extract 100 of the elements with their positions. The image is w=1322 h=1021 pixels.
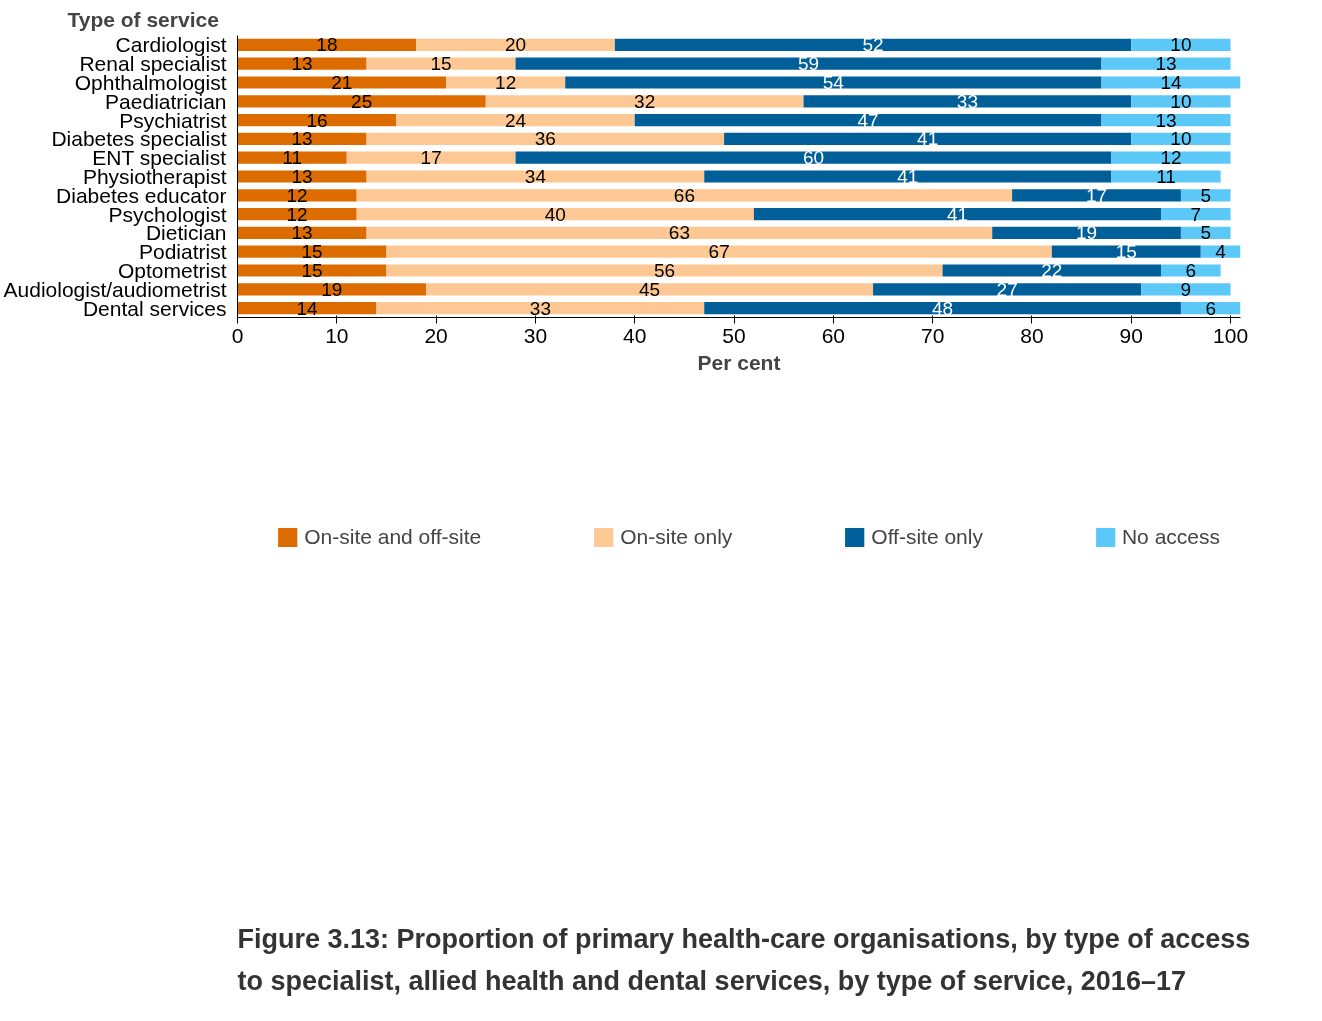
x-tick-label: 50 bbox=[722, 323, 746, 347]
x-tick-label: 100 bbox=[1213, 323, 1249, 347]
legend-label: On-site and off-site bbox=[304, 525, 482, 549]
data-label: 25 bbox=[351, 90, 373, 112]
data-label: 17 bbox=[420, 147, 442, 169]
data-label: 5 bbox=[1200, 184, 1212, 206]
data-label: 36 bbox=[534, 128, 556, 150]
bar bbox=[446, 76, 566, 89]
bar bbox=[803, 95, 1132, 108]
bar bbox=[426, 283, 874, 296]
data-label: 15 bbox=[430, 53, 452, 75]
data-label: 17 bbox=[1085, 184, 1108, 206]
bar bbox=[237, 301, 377, 315]
bar bbox=[942, 264, 1162, 277]
data-label: 40 bbox=[544, 203, 566, 225]
bar bbox=[237, 189, 357, 202]
data-label: 6 bbox=[1205, 297, 1216, 319]
data-label: 66 bbox=[673, 184, 695, 206]
bar bbox=[614, 38, 1132, 52]
x-tick-label: 0 bbox=[231, 323, 244, 347]
data-label: 12 bbox=[1160, 147, 1182, 169]
bar bbox=[1111, 170, 1221, 183]
bar bbox=[992, 226, 1181, 240]
data-label: 13 bbox=[291, 53, 313, 75]
bar bbox=[1141, 283, 1231, 296]
data-label: 12 bbox=[286, 203, 308, 225]
bar bbox=[515, 151, 1112, 164]
x-tick-label: 70 bbox=[920, 323, 945, 347]
data-label: 15 bbox=[301, 241, 323, 263]
bar bbox=[237, 170, 367, 183]
data-label: 33 bbox=[529, 297, 551, 319]
bar bbox=[1161, 264, 1221, 277]
bar bbox=[237, 132, 367, 146]
text: Figure 3.13: Proportion of primary health-care organisations, by type of access to specialist, allied health and dental services, by type of service, 2016–17 bbox=[237, 923, 1251, 996]
bar bbox=[515, 57, 1102, 70]
data-label: 33 bbox=[956, 90, 978, 112]
legend-label: On-site only bbox=[620, 525, 733, 549]
y-tick-label: Psychiatrist bbox=[119, 108, 227, 132]
data-label: 10 bbox=[1170, 34, 1192, 56]
data-label: 12 bbox=[286, 184, 308, 206]
y-axis-title: Type of service bbox=[67, 7, 219, 31]
data-label: 54 bbox=[822, 72, 845, 93]
bar bbox=[356, 207, 754, 221]
data-label: 12 bbox=[495, 72, 517, 93]
data-label: 41 bbox=[946, 203, 969, 225]
bar bbox=[386, 245, 1052, 258]
data-label: 34 bbox=[524, 166, 547, 187]
x-tick-label: 20 bbox=[424, 323, 448, 347]
y-tick-label: Podiatrist bbox=[138, 240, 227, 264]
data-label: 52 bbox=[862, 34, 884, 56]
bar bbox=[366, 226, 993, 240]
bar bbox=[1111, 151, 1231, 164]
bar bbox=[1101, 57, 1231, 70]
legend-label: Off-site only bbox=[871, 525, 983, 549]
bar bbox=[565, 76, 1102, 89]
bar bbox=[346, 151, 516, 164]
bar bbox=[1131, 95, 1231, 108]
data-label: 10 bbox=[1170, 90, 1192, 112]
data-label: 16 bbox=[306, 109, 328, 131]
data-label: 14 bbox=[1160, 72, 1182, 93]
bar bbox=[485, 95, 804, 108]
bar bbox=[704, 301, 1181, 315]
bar bbox=[237, 38, 417, 52]
bar bbox=[237, 57, 367, 70]
bar bbox=[386, 264, 943, 277]
data-label: 13 bbox=[291, 128, 313, 150]
data-label: 11 bbox=[1156, 166, 1176, 187]
x-tick-label: 80 bbox=[1020, 323, 1044, 347]
data-label: 14 bbox=[296, 297, 319, 319]
bar bbox=[237, 113, 397, 127]
bar bbox=[366, 132, 725, 146]
bar bbox=[356, 189, 1013, 202]
data-label: 13 bbox=[1155, 53, 1177, 75]
bar bbox=[237, 245, 387, 258]
data-label: 13 bbox=[291, 222, 313, 244]
x-axis-title: Per cent bbox=[697, 350, 781, 374]
bar bbox=[634, 113, 1102, 127]
data-label: 7 bbox=[1190, 203, 1202, 225]
data-label: 67 bbox=[708, 241, 730, 263]
data-label: 10 bbox=[1170, 128, 1192, 150]
bar bbox=[376, 301, 705, 315]
x-tick-label: 40 bbox=[623, 323, 647, 347]
y-tick-label: Cardiologist bbox=[115, 33, 227, 57]
bar bbox=[237, 264, 387, 277]
data-label: 63 bbox=[668, 222, 690, 244]
bar bbox=[237, 283, 427, 296]
bar bbox=[237, 95, 486, 108]
x-tick-label: 10 bbox=[325, 323, 349, 347]
bar bbox=[1012, 189, 1181, 202]
y-tick-label: Psychologist bbox=[108, 202, 227, 226]
bar bbox=[416, 38, 615, 52]
legend-label: No access bbox=[1121, 525, 1220, 549]
data-label: 6 bbox=[1185, 260, 1197, 281]
data-label: 41 bbox=[917, 128, 939, 150]
data-label: 18 bbox=[316, 34, 338, 56]
data-label: 15 bbox=[301, 260, 323, 281]
bar bbox=[396, 113, 635, 127]
x-tick-label: 30 bbox=[523, 323, 548, 347]
data-label: 5 bbox=[1200, 222, 1212, 244]
data-label: 13 bbox=[1155, 109, 1177, 131]
